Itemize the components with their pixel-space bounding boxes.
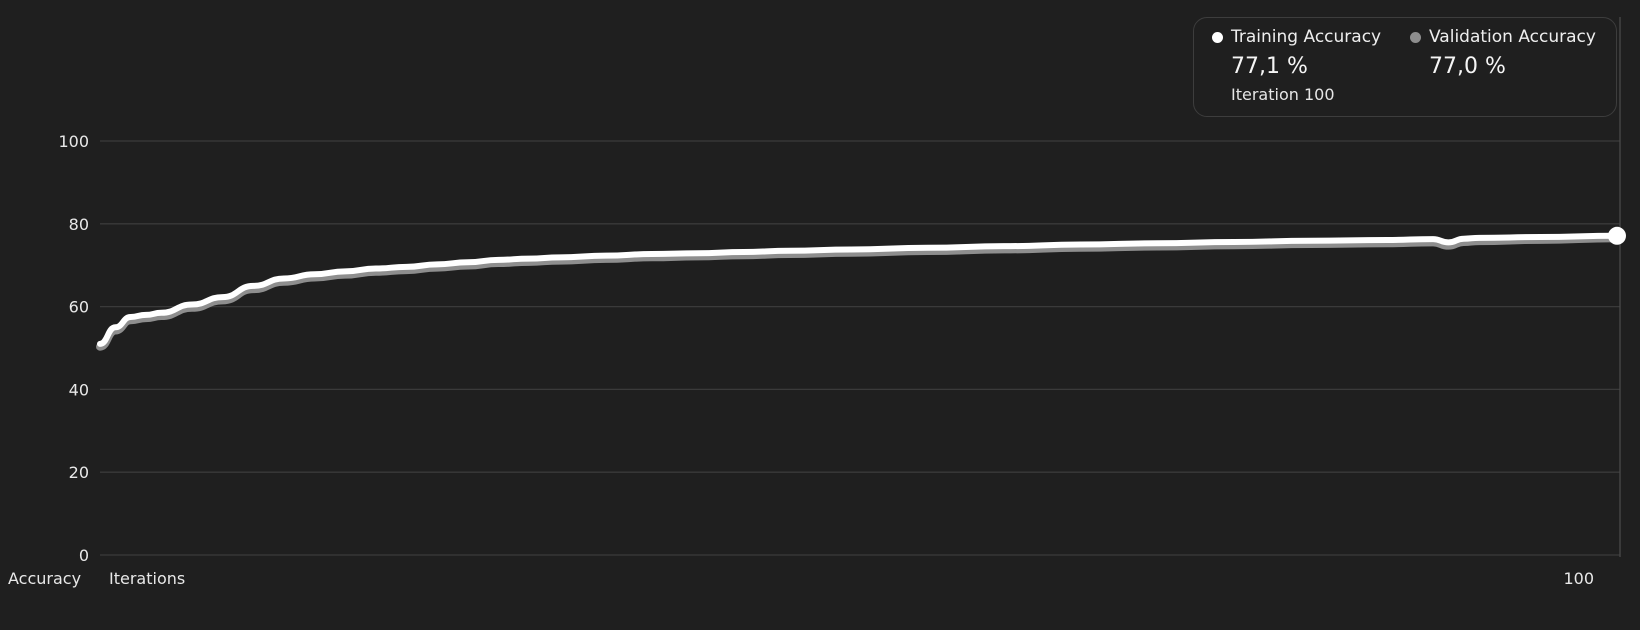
validation-accuracy-line bbox=[96, 234, 1621, 351]
y-axis-label: Accuracy bbox=[8, 569, 81, 588]
x-tick-label: 100 bbox=[1563, 569, 1594, 588]
iteration-label: Iteration 100 bbox=[1231, 85, 1335, 104]
y-tick-label: 0 bbox=[79, 546, 89, 565]
x-axis-label: Iterations bbox=[109, 569, 185, 588]
y-tick-label: 20 bbox=[69, 463, 89, 482]
series-layer bbox=[96, 232, 1621, 351]
legend-panel: Training Accuracy 77,1 % Iteration 100 V… bbox=[1193, 17, 1617, 117]
training-value: 77,1 % bbox=[1231, 54, 1308, 79]
y-tick-label: 60 bbox=[69, 298, 89, 317]
y-tick-label: 100 bbox=[58, 132, 89, 151]
validation-label: Validation Accuracy bbox=[1429, 27, 1596, 47]
validation-dot-icon bbox=[1410, 31, 1421, 43]
iteration-cursor-point[interactable] bbox=[1608, 226, 1626, 245]
grid-layer bbox=[100, 140, 1620, 556]
training-label: Training Accuracy bbox=[1231, 27, 1382, 47]
legend-validation: Validation Accuracy 77,0 % bbox=[1410, 26, 1596, 79]
training-dot-icon bbox=[1212, 31, 1223, 43]
y-tick-label: 80 bbox=[69, 215, 89, 234]
y-axis-ticks: 0 20 40 60 80 100 bbox=[58, 132, 89, 565]
validation-value: 77,0 % bbox=[1429, 54, 1506, 79]
legend-training: Training Accuracy 77,1 % Iteration 100 bbox=[1212, 26, 1381, 104]
training-accuracy-line bbox=[97, 232, 1620, 347]
y-tick-label: 40 bbox=[69, 380, 89, 399]
